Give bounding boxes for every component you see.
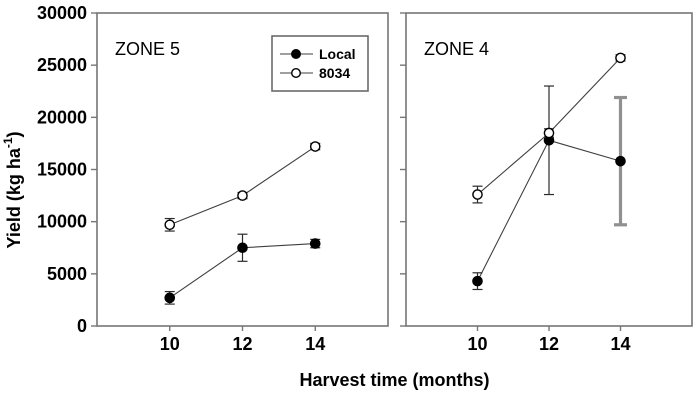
x-tick-label: 12: [232, 334, 252, 354]
data-point-marker-8034: [472, 189, 483, 200]
panel-label: ZONE 5: [115, 39, 180, 59]
data-point-marker-8034: [237, 190, 248, 201]
y-axis-title: Yield (kg ha-1): [1, 131, 24, 248]
y-tick-label: 5000: [47, 264, 87, 284]
x-tick-label: 10: [467, 334, 487, 354]
y-tick-label: 25000: [37, 55, 87, 75]
data-point-marker-local: [615, 155, 626, 167]
panel-label: ZONE 4: [424, 39, 489, 59]
y-tick-label: 30000: [37, 3, 87, 23]
data-point-marker-local: [309, 238, 321, 249]
legend-box: [271, 35, 369, 92]
data-point-marker-8034: [543, 127, 555, 139]
x-tick-label: 14: [305, 334, 325, 354]
panel-zone-4: 10 12 14 ZONE 4: [400, 12, 693, 354]
legend-marker-filled: [291, 49, 302, 60]
x-tick-label: 12: [539, 334, 559, 354]
data-point-marker-8034: [615, 52, 626, 64]
x-axis-title: Harvest time (months): [299, 370, 489, 390]
y-tick-label: 0: [77, 316, 87, 336]
panel-zone-5: 0 5000 10000 15000 20000 25000 30000 10 12 14 ZONE…: [37, 3, 389, 354]
legend: Local 8034: [271, 35, 369, 92]
y-tick-label: 20000: [37, 107, 87, 127]
data-point-marker-local: [237, 242, 248, 254]
y-tick-label: 15000: [37, 160, 87, 180]
data-point-marker-local: [164, 292, 176, 304]
data-point-marker-8034: [309, 141, 321, 152]
x-tick-label: 10: [160, 334, 180, 354]
legend-marker-open: [291, 67, 302, 78]
y-tick-label: 10000: [37, 212, 87, 232]
x-tick-label: 14: [610, 334, 630, 354]
legend-label: Local: [319, 46, 356, 62]
legend-label: 8034: [319, 65, 350, 81]
data-point-marker-local: [472, 275, 483, 287]
data-point-marker-8034: [164, 219, 176, 231]
